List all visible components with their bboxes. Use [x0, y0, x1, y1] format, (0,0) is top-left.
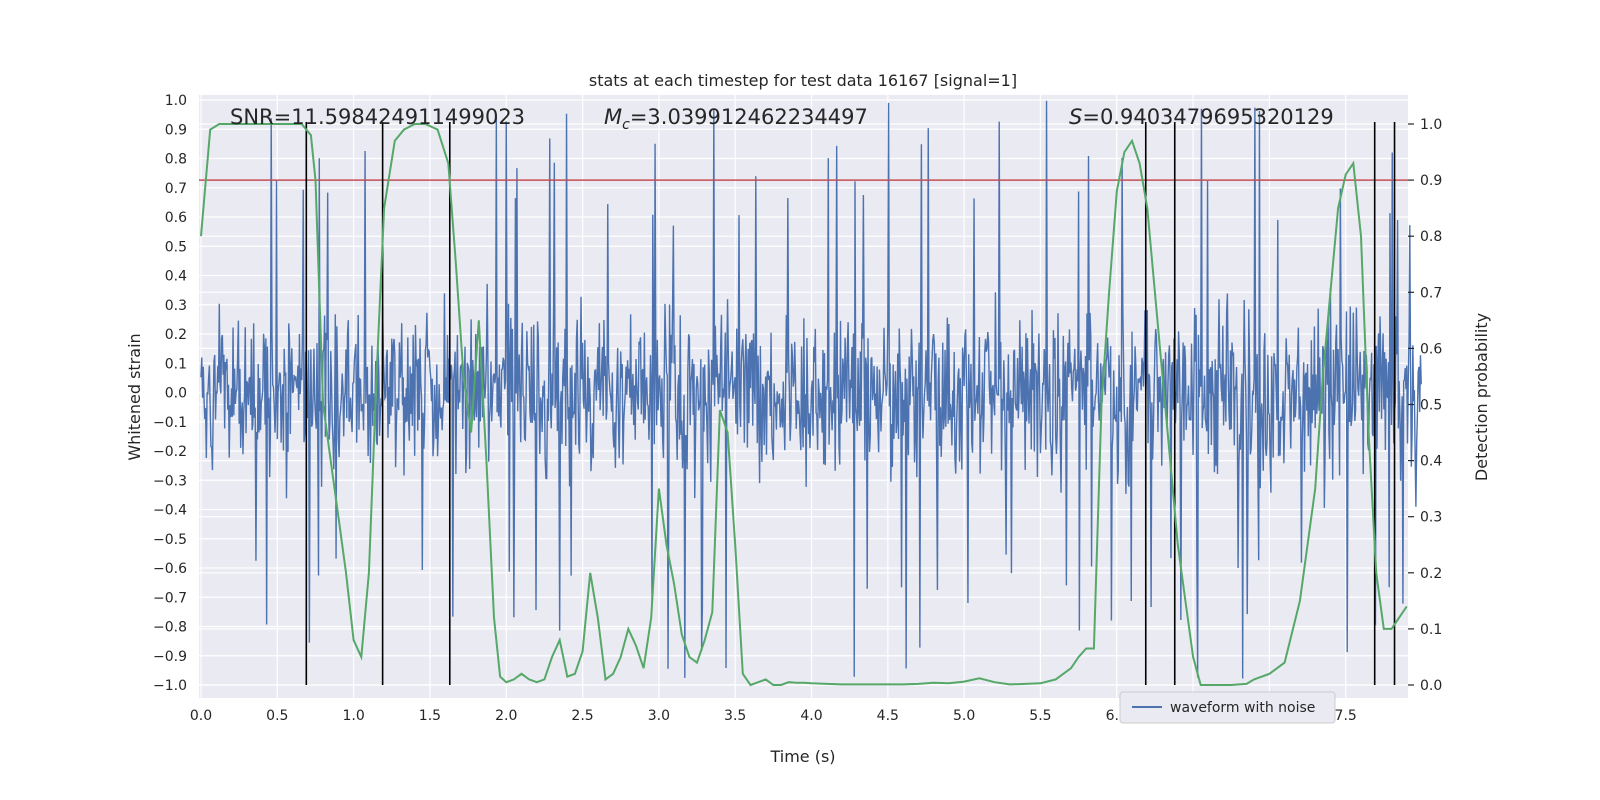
y-left-tick-label: −0.1 — [153, 415, 187, 431]
x-tick-label: 3.5 — [724, 708, 746, 724]
y-left-tick-label: −0.5 — [153, 532, 187, 548]
y-left-tick-label: −0.9 — [153, 649, 187, 665]
y-left-tick-label: 0.1 — [165, 356, 187, 372]
x-tick-label: 4.0 — [800, 708, 822, 724]
x-axis-label: Time (s) — [769, 747, 835, 766]
y-left-tick-label: 0.6 — [165, 210, 187, 226]
y-left-tick-label: −0.4 — [153, 503, 187, 519]
x-tick-label: 1.5 — [419, 708, 441, 724]
snr-annotation: SNR=11.598424911499023 — [230, 105, 525, 129]
y-left-tick-label: 0.0 — [165, 386, 187, 402]
x-tick-label: 7.5 — [1335, 708, 1357, 724]
y-left-axis-ticks: 1.0 0.9 0.8 0.7 0.6 0.5 0.4 0.3 0.2 0.1 0.0 −0.1 −0.… — [153, 93, 187, 694]
y-left-tick-label: 0.8 — [165, 152, 187, 168]
y-right-tick-label: 0.9 — [1420, 173, 1442, 189]
x-tick-label: 0.5 — [266, 708, 288, 724]
grid-lines — [199, 95, 1408, 698]
chirp-mass-value: =3.039912462234497 — [630, 105, 868, 129]
y-left-axis-label: Whitened strain — [125, 333, 144, 460]
x-tick-label: 5.5 — [1029, 708, 1051, 724]
legend-box — [1119, 691, 1336, 724]
y-left-tick-label: 0.2 — [165, 327, 187, 343]
x-tick-label: 1.0 — [342, 708, 364, 724]
y-left-tick-label: −0.7 — [153, 590, 187, 606]
plot-area — [199, 95, 1422, 698]
s-annotation: S=0.9403479695320129 — [1069, 105, 1334, 129]
chart-title: stats at each timestep for test data 161… — [589, 71, 1017, 90]
y-left-tick-label: 0.4 — [165, 269, 187, 285]
y-right-axis-label: Detection probability — [1472, 313, 1491, 481]
s-symbol: S — [1069, 105, 1082, 129]
y-left-tick-label: −0.8 — [153, 620, 187, 636]
y-right-tick-label: 0.6 — [1420, 341, 1442, 357]
x-tick-label: 2.5 — [571, 708, 593, 724]
chirp-mass-subscript: c — [622, 117, 630, 133]
x-tick-label: 2.0 — [495, 708, 517, 724]
x-tick-label: 4.5 — [877, 708, 899, 724]
x-tick-label: 0.0 — [190, 708, 212, 724]
y-left-tick-label: 0.3 — [165, 298, 187, 314]
y-right-tick-label: 1.0 — [1420, 117, 1442, 133]
y-left-tick-label: 0.7 — [165, 181, 187, 197]
y-right-tick-label: 0.8 — [1420, 229, 1442, 245]
y-right-tick-label: 0.2 — [1420, 566, 1442, 582]
waveform-series — [200, 100, 1422, 679]
y-left-tick-label: 0.5 — [165, 239, 187, 255]
y-right-tick-label: 0.5 — [1420, 398, 1442, 414]
y-right-tick-label: 0.7 — [1420, 285, 1442, 301]
y-left-tick-label: −0.6 — [153, 561, 187, 577]
y-right-axis-ticks: 1.0 0.9 0.8 0.7 0.6 0.5 0.4 0.3 0.2 0.1 0.0 — [1408, 117, 1442, 694]
legend-entry-waveform: waveform with noise — [1170, 700, 1315, 716]
y-left-tick-label: −0.2 — [153, 444, 187, 460]
chirp-mass-symbol: M — [604, 105, 622, 129]
s-value: =0.9403479695320129 — [1082, 105, 1333, 129]
probability-series — [200, 123, 1408, 687]
y-left-tick-label: 1.0 — [165, 93, 187, 109]
y-right-tick-label: 0.3 — [1420, 510, 1442, 526]
y-right-tick-label: 0.4 — [1420, 454, 1442, 470]
y-left-tick-label: 0.9 — [165, 122, 187, 138]
x-tick-label: 3.0 — [648, 708, 670, 724]
y-left-tick-label: −0.3 — [153, 473, 187, 489]
chirp-mass-annotation: Mc=3.039912462234497 — [604, 105, 868, 133]
event-lines — [305, 122, 1396, 685]
y-left-tick-label: −1.0 — [153, 678, 187, 694]
y-right-tick-label: 0.0 — [1420, 678, 1442, 694]
y-right-tick-label: 0.1 — [1420, 622, 1442, 638]
legend: waveform with noise — [1119, 691, 1336, 724]
x-tick-label: 5.0 — [953, 708, 975, 724]
